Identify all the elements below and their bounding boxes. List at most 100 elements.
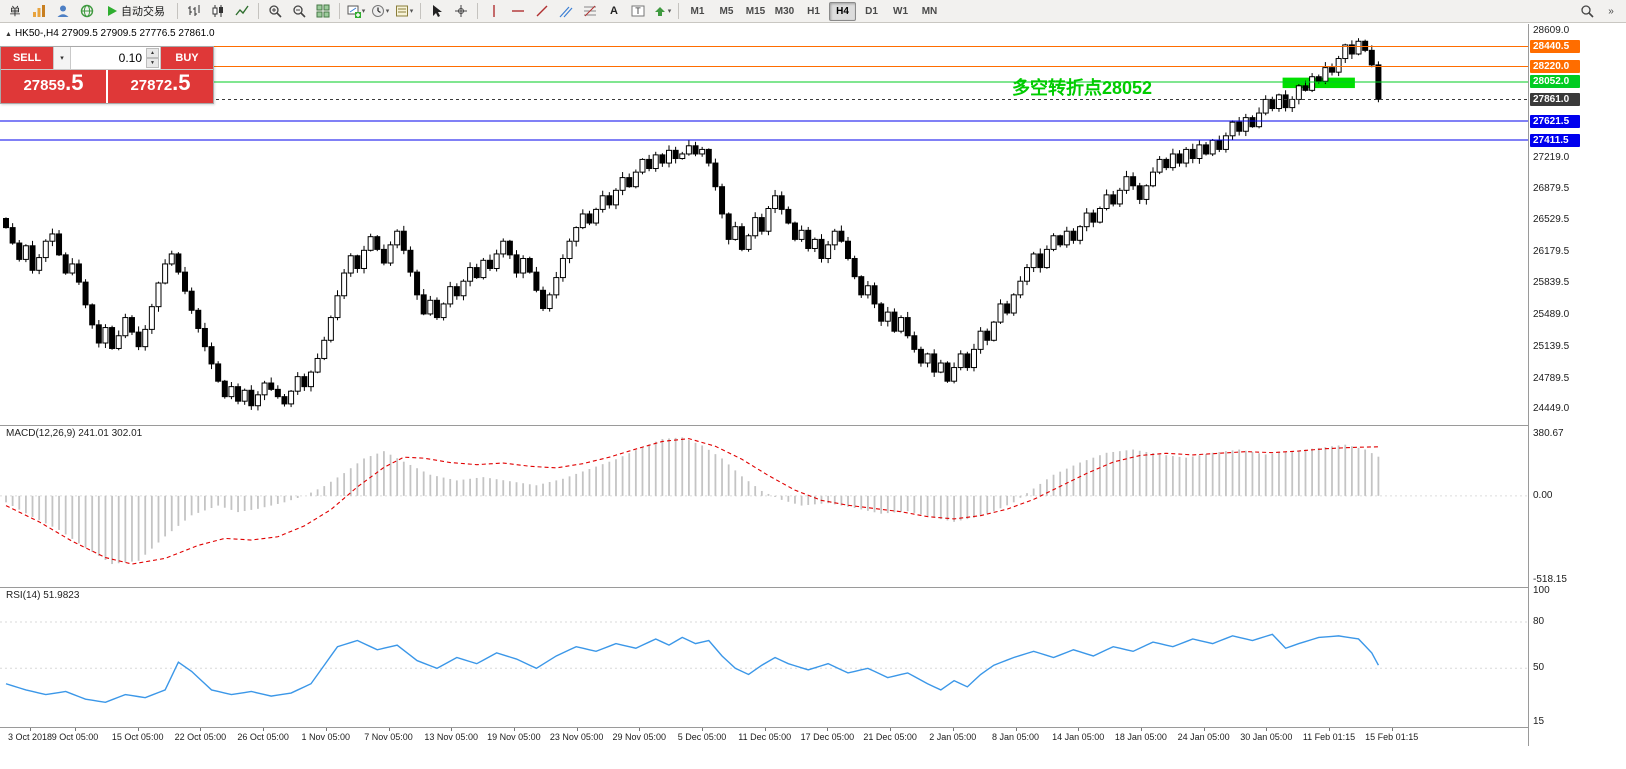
buy-price-pips: .5	[172, 70, 191, 95]
macd-signal-line	[5, 438, 1379, 565]
buy-button[interactable]: BUY	[161, 47, 213, 69]
price-axis[interactable]: 28609.0 27219.0 26879.5 26529.5 26179.5 25839…	[1528, 24, 1626, 746]
vertical-line-button[interactable]	[483, 1, 505, 22]
templates-icon	[395, 4, 409, 18]
toolbar-separator	[477, 3, 478, 19]
time-tick	[764, 728, 766, 731]
price-level-badge: 27861.0	[1530, 92, 1580, 106]
autotrading-button[interactable]: 自动交易	[100, 1, 172, 22]
indicators-button[interactable]: ▾	[369, 1, 391, 22]
sell-button[interactable]: SELL	[1, 47, 53, 69]
price-tick-label: 26179.5	[1533, 246, 1570, 258]
zoom-in-button[interactable]	[264, 1, 286, 22]
time-axis-label: 18 Jan 05:00	[1114, 732, 1167, 742]
price-tick-label: 25139.5	[1533, 340, 1570, 352]
panel-separator[interactable]	[0, 425, 1626, 426]
price-tick-label: 0.00	[1533, 489, 1553, 501]
macd-chart	[0, 437, 1528, 565]
sell-price-button[interactable]: 27859.5	[1, 70, 106, 103]
buy-price: 27872	[130, 77, 173, 94]
volume-input[interactable]: 0.10 ▲ ▼	[71, 47, 161, 69]
timeframe-H4[interactable]: H4	[829, 1, 856, 21]
time-axis-label: 23 Nov 05:00	[549, 732, 604, 742]
arrows-button[interactable]: ▾	[651, 1, 673, 22]
line-chart-button[interactable]	[231, 1, 253, 22]
caret-down-icon: ▾	[60, 55, 64, 62]
time-axis-label: 1 Nov 05:00	[301, 732, 351, 742]
play-icon	[107, 5, 118, 17]
trendline-button[interactable]	[531, 1, 553, 22]
price-tick-label: 24789.5	[1533, 372, 1570, 384]
community-button[interactable]	[76, 1, 98, 22]
time-axis-label: 11 Dec 05:00	[738, 732, 792, 742]
timeframe-M1[interactable]: M1	[690, 5, 705, 17]
timeframe-D1[interactable]: D1	[865, 5, 878, 17]
bar-chart-button[interactable]	[183, 1, 205, 22]
price-tick-label: 25489.0	[1533, 308, 1570, 320]
one-click-toggle-icon[interactable]: ▲	[5, 31, 12, 38]
time-axis[interactable]: 3 Oct 2018 9 Oct 05:00 15 Oct 05:00 22 Oct …	[0, 728, 1528, 746]
timeframe-M5[interactable]: M5	[719, 5, 734, 17]
globe-icon	[80, 4, 94, 18]
line-chart-icon	[235, 4, 249, 18]
caret-down-icon: ▾	[385, 8, 390, 15]
charts-button[interactable]	[28, 1, 50, 22]
time-tick	[952, 728, 954, 731]
timeframe-group: M1 M5 M15 M30 H1 H4 D1 W1 MN	[683, 1, 944, 21]
symbol-search-button[interactable]	[1576, 1, 1598, 22]
annotation-text[interactable]: 多空转折点28052	[1012, 77, 1152, 98]
fibonacci-icon	[583, 4, 597, 18]
price-level-badge: 27411.5	[1530, 133, 1580, 147]
vertical-line-icon	[487, 4, 501, 18]
toolbar-overflow-button[interactable]: »	[1600, 1, 1622, 22]
zoom-in-icon	[268, 4, 282, 18]
tile-windows-button[interactable]	[312, 1, 334, 22]
candlestick-chart[interactable]: 多空转折点28052	[0, 24, 1528, 425]
channel-button[interactable]	[555, 1, 577, 22]
timeframe-MN[interactable]: MN	[921, 5, 938, 17]
search-icon	[1580, 4, 1594, 18]
buy-price-button[interactable]: 27872.5	[108, 70, 213, 103]
horizontal-line-button[interactable]	[507, 1, 529, 22]
time-axis-label: 26 Oct 05:00	[237, 732, 289, 742]
text-label-button[interactable]: T	[627, 1, 649, 22]
profile-icon	[56, 4, 70, 18]
rsi-panel[interactable]: RSI(14) 51.9823	[0, 588, 1528, 727]
crosshair-button[interactable]	[450, 1, 472, 22]
price-tick-label: 24449.0	[1533, 403, 1570, 415]
timeframe-M30[interactable]: M30	[774, 5, 795, 17]
panel-separator[interactable]	[0, 587, 1626, 588]
profiles-button[interactable]	[52, 1, 74, 22]
cursor-button[interactable]	[426, 1, 448, 22]
main-chart-panel[interactable]: ▲ HK50-,H4 27909.5 27909.5 27776.5 27861.…	[0, 24, 1528, 425]
macd-panel[interactable]: MACD(12,26,9) 241.01 302.01	[0, 426, 1528, 587]
indicators-icon	[371, 4, 385, 18]
volume-decrease-button[interactable]: ▼	[146, 58, 159, 68]
time-tick	[200, 728, 202, 731]
volume-value: 0.10	[118, 51, 142, 65]
horizontal-line-icon	[511, 4, 525, 18]
text-button[interactable]: A	[610, 5, 618, 17]
sell-price: 27859	[23, 77, 66, 94]
timeframe-M15[interactable]: M15	[745, 5, 766, 17]
one-click-trading-widget: SELL ▾ 0.10 ▲ ▼ BUY 27859.5 27872.5	[0, 46, 214, 104]
time-axis-label: 30 Jan 05:00	[1240, 732, 1293, 742]
time-axis-label: 15 Feb 01:15	[1365, 732, 1419, 742]
time-tick	[1203, 728, 1205, 731]
volume-increase-button[interactable]: ▲	[146, 48, 159, 58]
trade-options-dropdown[interactable]: ▾	[53, 47, 71, 69]
fibonacci-button[interactable]	[579, 1, 601, 22]
time-axis-label: 7 Nov 05:00	[364, 732, 413, 742]
new-chart-button[interactable]: ▾	[345, 1, 367, 22]
caret-down-icon: ▾	[667, 8, 672, 15]
timeframe-H1[interactable]: H1	[807, 5, 820, 17]
timeframe-W1[interactable]: W1	[893, 5, 908, 17]
time-tick	[30, 728, 31, 731]
new-order-button[interactable]: 单	[4, 1, 26, 22]
candlestick-chart-button[interactable]	[207, 1, 229, 22]
templates-button[interactable]: ▾	[393, 1, 415, 22]
new-order-label: 单	[9, 6, 21, 18]
zoom-out-button[interactable]	[288, 1, 310, 22]
price-level-badge: 28052.0	[1530, 75, 1580, 89]
overflow-chevron-icon: »	[1608, 5, 1614, 17]
